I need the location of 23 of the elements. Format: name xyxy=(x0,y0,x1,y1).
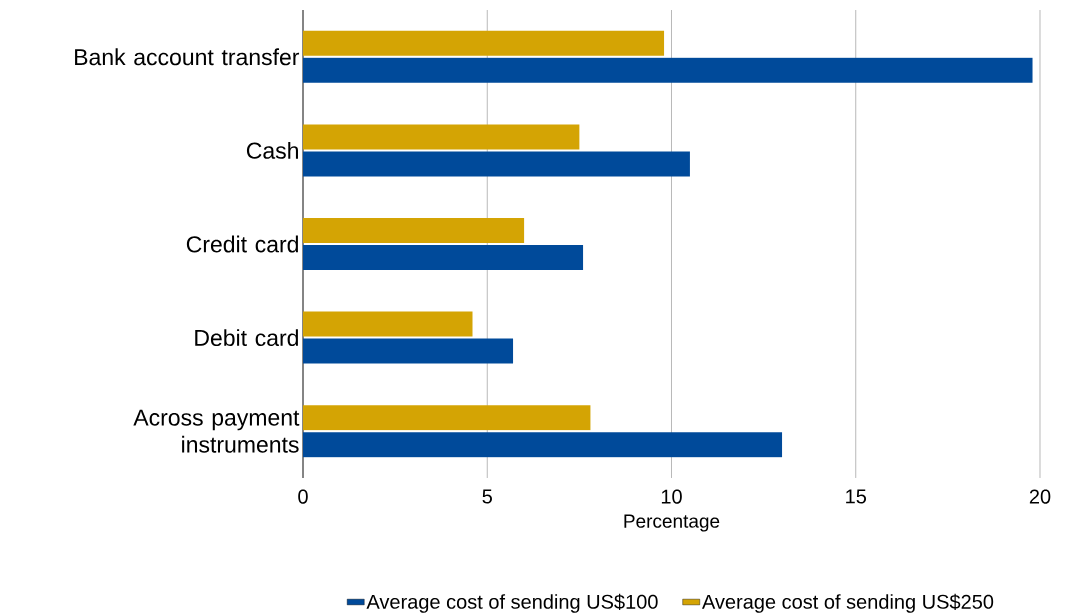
y-tick-label: Credit card xyxy=(186,235,298,253)
x-tick-label: 15 xyxy=(846,489,867,504)
bar xyxy=(303,151,690,177)
bar xyxy=(303,217,525,243)
x-tick-label: 10 xyxy=(661,489,682,504)
x-tick-label: 20 xyxy=(1029,489,1051,504)
bar xyxy=(303,57,1033,83)
bar xyxy=(303,311,473,337)
legend-label: Average cost of sending US$250 xyxy=(701,593,994,613)
y-tick-label: Across payment instruments xyxy=(133,409,300,453)
bar xyxy=(303,338,514,364)
legend-label: Average cost of sending US$100 xyxy=(366,593,658,613)
x-tick-label: 5 xyxy=(482,489,492,504)
bar xyxy=(303,432,783,458)
x-tick-label: 0 xyxy=(298,489,308,504)
y-tick-label: Bank account transfer xyxy=(75,48,300,66)
bar xyxy=(303,124,580,150)
y-tick-label: Cash xyxy=(246,141,298,159)
bar xyxy=(303,244,584,270)
bar xyxy=(303,30,665,56)
y-tick-label: Debit card xyxy=(195,329,298,346)
x-axis-title: Percentage xyxy=(624,514,720,532)
bar xyxy=(303,405,591,431)
